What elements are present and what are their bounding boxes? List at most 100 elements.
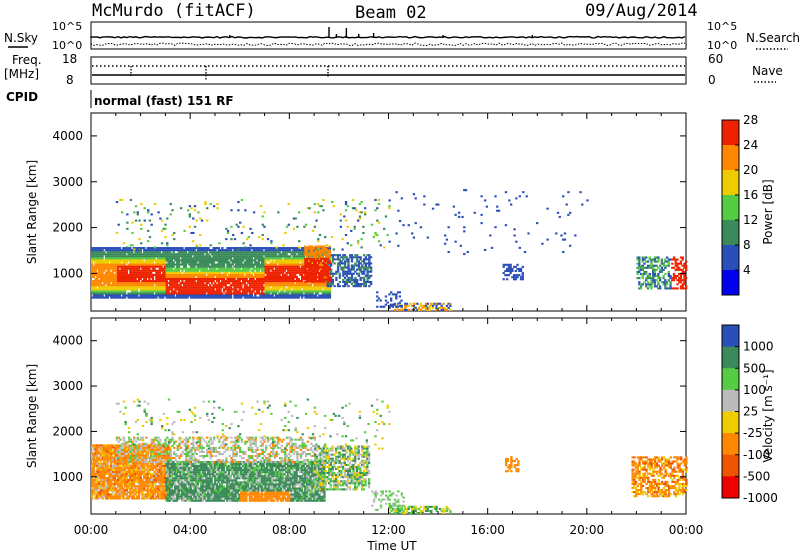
power-cell xyxy=(395,191,397,193)
power-cell xyxy=(354,207,356,209)
power-cell xyxy=(360,246,362,248)
power-cell xyxy=(108,270,110,272)
power-cell xyxy=(117,268,119,270)
power-cell xyxy=(515,266,517,268)
power-cell xyxy=(650,285,652,287)
power-cell xyxy=(207,247,209,249)
power-cell xyxy=(178,270,180,272)
power-cell xyxy=(685,285,687,287)
power-cell xyxy=(288,203,290,205)
power-cell xyxy=(116,201,118,203)
power-cell xyxy=(518,274,520,276)
power-cell xyxy=(212,276,214,278)
power-cell xyxy=(237,201,239,203)
power-cell xyxy=(329,295,331,297)
power-cell xyxy=(277,290,279,292)
power-cell xyxy=(676,265,678,267)
power-cell xyxy=(385,295,387,297)
power-cell xyxy=(228,262,230,264)
power-cell xyxy=(329,292,331,294)
power-cell xyxy=(315,278,317,280)
power-cell xyxy=(370,267,372,269)
power-cell xyxy=(107,262,109,264)
power-cell xyxy=(309,256,311,258)
power-cell xyxy=(656,279,658,281)
velocity-cell xyxy=(91,450,93,452)
velocity-cell xyxy=(96,489,98,491)
power-cell xyxy=(364,213,366,215)
power-cell xyxy=(126,228,128,230)
power-cell xyxy=(339,264,341,266)
nsky-label: N.Sky xyxy=(4,31,38,45)
power-colorbar-tick-label: 4 xyxy=(743,263,751,277)
power-cell xyxy=(341,238,343,240)
power-cell xyxy=(383,306,385,308)
power-cell xyxy=(288,224,290,226)
power-cell xyxy=(515,197,517,199)
power-cell xyxy=(219,290,221,292)
freq-tick-bottom: 8 xyxy=(66,73,74,87)
power-cell xyxy=(268,270,270,272)
power-cell xyxy=(284,286,286,288)
power-cell xyxy=(335,279,337,281)
power-cell xyxy=(685,287,687,289)
power-cell xyxy=(261,284,263,286)
power-cell xyxy=(682,269,684,271)
power-colorbar-label: Power [dB] xyxy=(761,179,775,244)
power-cell xyxy=(643,263,645,265)
power-cell xyxy=(216,203,218,205)
power-cell xyxy=(673,256,675,258)
power-cell xyxy=(287,292,289,294)
power-cell xyxy=(399,302,401,304)
power-cell xyxy=(638,263,640,265)
power-cell xyxy=(342,269,344,271)
power-cell xyxy=(370,269,372,271)
power-cell xyxy=(261,290,263,292)
power-cell xyxy=(435,309,437,311)
power-cell xyxy=(366,273,368,275)
power-cell xyxy=(164,236,166,238)
power-cell xyxy=(218,280,220,282)
power-cell xyxy=(124,253,126,255)
power-cell xyxy=(356,281,358,283)
power-cell xyxy=(682,256,684,258)
power-cell xyxy=(363,271,365,273)
power-cell xyxy=(347,267,349,269)
power-cell xyxy=(240,297,242,299)
power-cell xyxy=(654,259,656,261)
power-cell xyxy=(140,242,142,244)
power-cell xyxy=(101,249,103,251)
power-cell xyxy=(373,236,375,238)
velocity-cell xyxy=(110,448,112,450)
power-cell xyxy=(230,226,232,228)
power-cell xyxy=(368,260,370,262)
power-cell xyxy=(394,309,396,311)
power-colorbar-swatch xyxy=(722,195,739,221)
power-cell xyxy=(557,212,559,214)
power-cell xyxy=(242,259,244,261)
power-cell xyxy=(332,275,334,277)
power-cell xyxy=(226,259,228,261)
power-cell xyxy=(244,246,246,248)
power-cell xyxy=(676,275,678,277)
power-cell xyxy=(416,303,418,305)
power-cell xyxy=(263,211,265,213)
power-cell xyxy=(358,273,360,275)
power-cell xyxy=(362,232,364,234)
power-cell xyxy=(664,285,666,287)
power-cell xyxy=(316,264,318,266)
power-cell xyxy=(515,270,517,272)
power-cell xyxy=(152,278,154,280)
power-cell xyxy=(284,232,286,234)
power-cell xyxy=(638,277,640,279)
power-cell xyxy=(668,273,670,275)
power-cell xyxy=(119,247,121,249)
power-cell xyxy=(108,282,110,284)
power-cell xyxy=(378,240,380,242)
power-cell xyxy=(359,218,361,220)
power-cell xyxy=(180,207,182,209)
power-cell xyxy=(650,287,652,289)
power-cell xyxy=(420,226,422,228)
